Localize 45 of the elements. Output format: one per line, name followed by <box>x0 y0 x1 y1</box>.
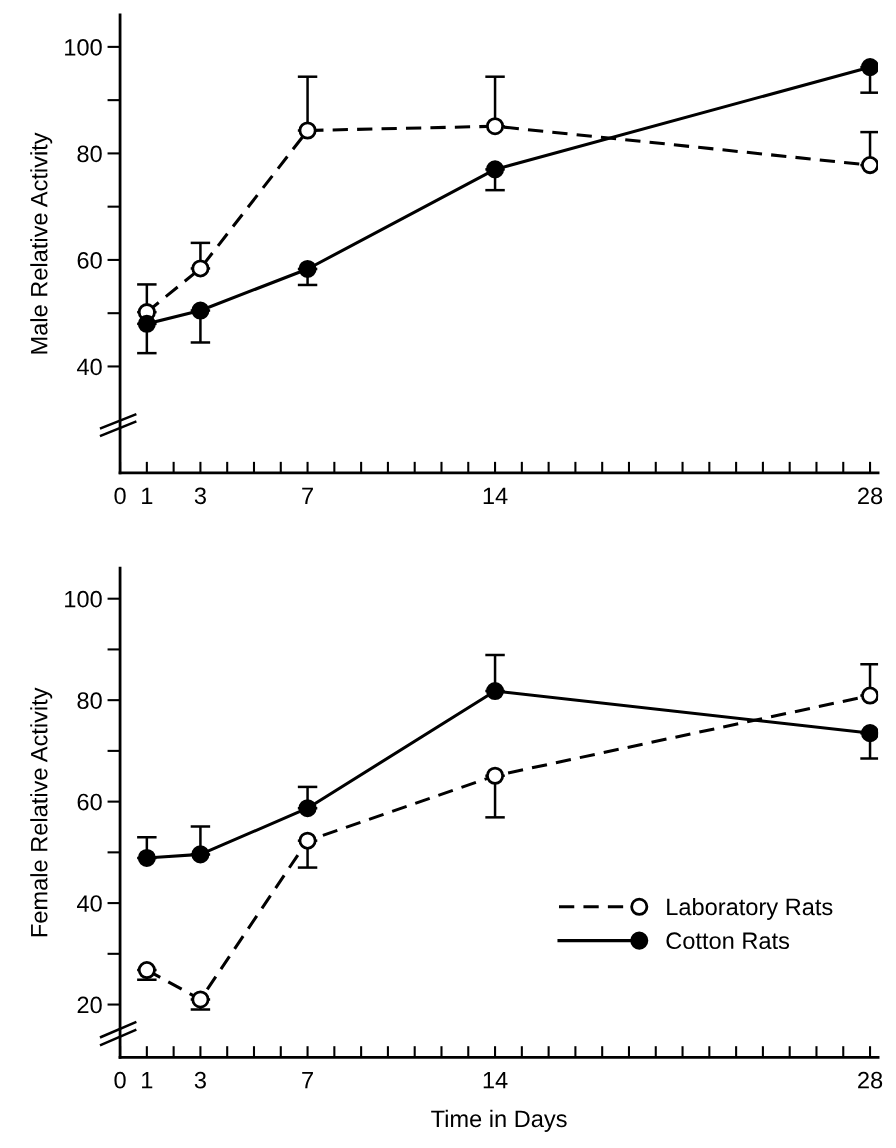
x-tick-label: 1 <box>142 1072 153 1089</box>
point <box>486 160 505 179</box>
x-tick-label: 3 <box>194 487 206 505</box>
point <box>137 848 156 867</box>
x-tick-label: 3 <box>194 1071 206 1089</box>
y-tick-label: 100 <box>65 38 102 56</box>
x-tick-label: 7 <box>302 1072 313 1089</box>
y-tick-label: 60 <box>77 252 102 269</box>
point <box>486 766 505 785</box>
point <box>298 121 317 140</box>
point <box>861 156 879 175</box>
point <box>137 314 156 333</box>
x-tick-label: 14 <box>483 1072 508 1089</box>
legend-label: Laboratory Rats <box>667 897 833 920</box>
x-tick-label: 0 <box>114 1071 126 1089</box>
point <box>191 301 210 320</box>
point <box>861 686 879 705</box>
y-tick-label: 100 <box>65 590 102 608</box>
point <box>191 845 210 864</box>
point <box>861 724 879 743</box>
point <box>191 259 210 278</box>
point <box>298 259 317 279</box>
legend-label: Cotton Rats <box>666 932 790 950</box>
x-tick-label: 7 <box>302 487 313 504</box>
point <box>191 990 210 1009</box>
x-tick-label: 14 <box>483 487 508 504</box>
x-axis-title: Time in Days <box>431 1109 567 1132</box>
point <box>298 799 317 818</box>
y-tick-label: 40 <box>76 895 102 912</box>
point <box>298 831 317 850</box>
y-tick-label: 40 <box>76 358 102 376</box>
point <box>486 682 505 701</box>
y-tick-label: 80 <box>77 692 102 709</box>
y-axis-title: Female Relative Activity <box>30 687 53 937</box>
y-tick-label: 80 <box>77 145 102 163</box>
x-tick-label: 28 <box>858 487 883 505</box>
y-tick-label: 60 <box>77 793 102 811</box>
point <box>861 58 879 77</box>
x-tick-label: 28 <box>858 1071 883 1089</box>
y-axis-title: Male Relative Activity <box>30 132 53 354</box>
point <box>137 961 156 980</box>
y-tick-label: 20 <box>77 996 102 1014</box>
point <box>486 117 505 136</box>
x-tick-label: 1 <box>142 487 153 504</box>
x-tick-label: 0 <box>114 487 126 505</box>
